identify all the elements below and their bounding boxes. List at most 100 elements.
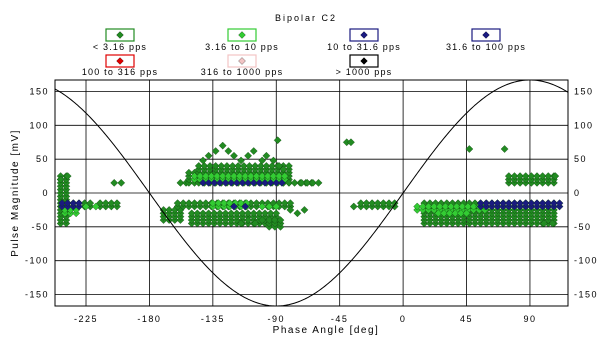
legend-marker — [482, 31, 490, 39]
data-point — [280, 199, 289, 207]
data-point — [300, 206, 309, 214]
data-point — [273, 136, 282, 145]
data-point — [447, 202, 455, 211]
y-axis-right-ticks: -150 -100 -50 0 50 100 150 — [574, 87, 597, 300]
data-point — [176, 179, 185, 187]
data-point — [227, 179, 236, 187]
data-point — [230, 172, 238, 180]
data-point — [244, 216, 252, 224]
data-point — [234, 162, 243, 170]
data-point — [221, 179, 230, 187]
data-point — [96, 199, 104, 207]
data-point — [199, 179, 207, 187]
x-tick-label: 0 — [400, 314, 407, 324]
data-point — [452, 202, 461, 211]
data-point — [230, 202, 238, 211]
data-point — [213, 172, 221, 180]
data-point — [451, 209, 460, 218]
data-point — [238, 179, 247, 187]
data-point — [276, 216, 285, 224]
x-tick-label: -135 — [201, 314, 225, 324]
legend-item: 31.6 to 100 pps — [446, 28, 525, 52]
data-point — [499, 199, 508, 207]
data-point — [82, 202, 90, 211]
data-point — [261, 209, 269, 218]
data-point — [290, 179, 299, 187]
data-point — [510, 172, 519, 180]
y-tick-label-left: -150 — [25, 289, 49, 299]
data-point — [349, 202, 358, 211]
data-point — [533, 199, 541, 207]
legend-item: > 1000 pps — [336, 54, 391, 77]
data-point — [256, 162, 265, 170]
data-point — [232, 179, 241, 187]
data-point — [258, 202, 267, 211]
y-tick-label-right: 50 — [574, 154, 587, 164]
data-point — [440, 209, 448, 218]
data-point — [101, 199, 110, 207]
data-point — [224, 147, 233, 155]
data-point — [261, 179, 269, 187]
data-point — [225, 199, 234, 207]
chart-title: Bipolar C2 — [275, 13, 337, 23]
grid — [55, 80, 568, 306]
data-point — [362, 199, 371, 207]
y-tick-label-left: 0 — [42, 188, 49, 198]
data-point — [476, 199, 485, 207]
data-point — [488, 199, 496, 207]
data-point — [500, 145, 509, 153]
data-point — [293, 209, 302, 218]
data-points — [56, 136, 564, 231]
x-axis-label: Phase Angle [deg] — [273, 325, 380, 336]
data-point — [216, 209, 224, 218]
data-point — [280, 172, 289, 180]
data-point — [218, 141, 227, 150]
legend-marker — [238, 57, 246, 65]
data-point — [418, 202, 427, 211]
data-point — [194, 162, 203, 170]
data-point — [185, 168, 193, 177]
data-point — [241, 172, 250, 180]
data-point — [262, 162, 271, 170]
data-point — [196, 172, 205, 180]
y-tick-label-left: 50 — [36, 154, 49, 164]
y-tick-label-right: -50 — [574, 222, 592, 232]
data-point — [193, 209, 202, 218]
data-point — [244, 151, 252, 160]
data-point — [204, 179, 213, 187]
data-point — [75, 199, 83, 207]
data-point — [113, 199, 121, 207]
data-point — [356, 199, 365, 207]
legend-marker — [116, 57, 124, 65]
data-point — [210, 179, 219, 187]
data-point — [247, 172, 255, 180]
data-point — [268, 162, 276, 170]
data-point — [214, 199, 223, 207]
data-point — [504, 199, 513, 207]
data-point — [56, 175, 65, 184]
data-point — [413, 202, 422, 211]
data-point — [221, 209, 230, 218]
legend-marker — [238, 31, 246, 39]
data-point — [368, 199, 376, 207]
data-point — [185, 199, 193, 207]
data-point — [538, 172, 547, 180]
data-point — [255, 179, 264, 187]
data-point — [117, 179, 126, 187]
data-point — [279, 165, 288, 174]
data-point — [462, 209, 471, 218]
data-point — [210, 209, 219, 218]
data-point — [262, 151, 271, 160]
data-point — [232, 209, 241, 218]
data-point — [245, 162, 254, 170]
data-point — [272, 209, 281, 218]
data-point — [269, 156, 278, 165]
legend-item: 100 to 316 pps — [82, 54, 157, 77]
data-point — [237, 219, 245, 228]
data-point — [445, 209, 454, 218]
data-point — [249, 209, 258, 218]
data-point — [190, 172, 199, 180]
data-point — [258, 172, 267, 180]
data-point — [190, 199, 199, 207]
